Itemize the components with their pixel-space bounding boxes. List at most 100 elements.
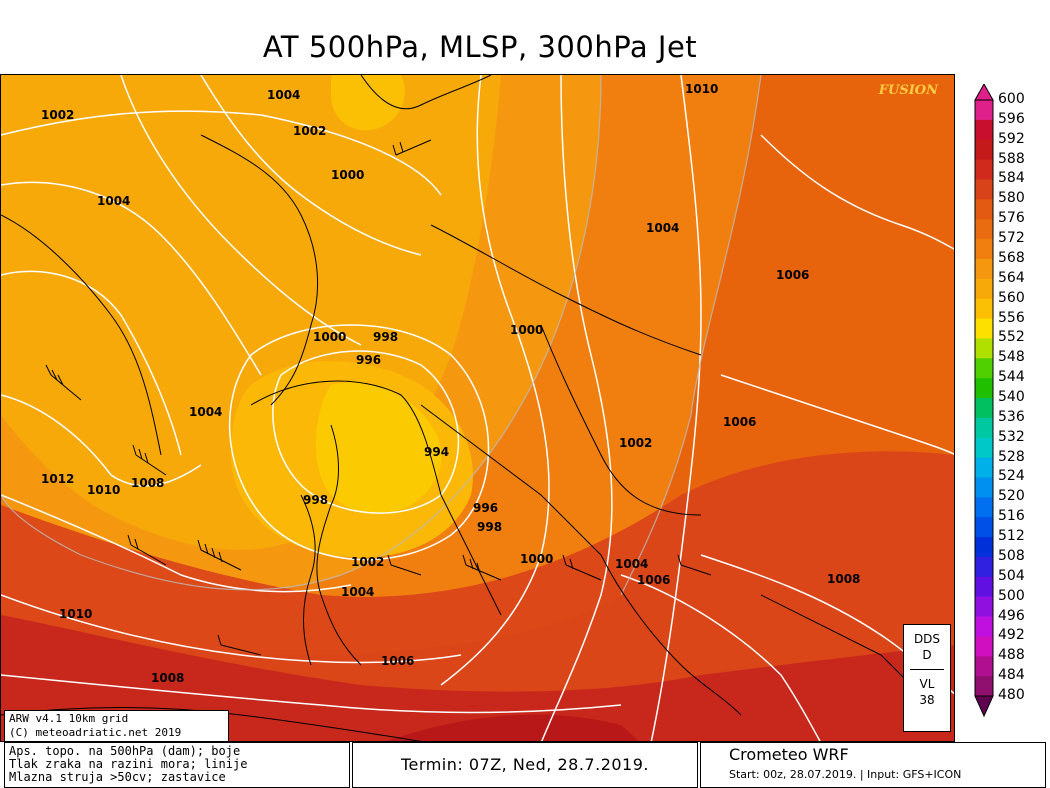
- footer-term: Termin: 07Z, Ned, 28.7.2019.: [352, 742, 698, 788]
- border: [430, 224, 702, 356]
- legend-label: 592: [998, 130, 1025, 147]
- map-canvas: 1002 1004 1002 1000 1004 1010 1004 1006 …: [1, 75, 954, 741]
- legend-swatch: [975, 537, 993, 558]
- isobar-label: 1004: [341, 585, 374, 599]
- isobar-line: [1, 674, 622, 714]
- legend-swatch: [975, 457, 993, 478]
- legend-label: 488: [998, 647, 1025, 664]
- legend-swatch: [975, 278, 993, 300]
- legend-swatch: [975, 318, 993, 339]
- isobar-label: 1006: [381, 654, 414, 668]
- isobar-label: 1006: [723, 415, 756, 429]
- legend-swatch: [975, 100, 993, 121]
- isobar-label: 1004: [615, 557, 648, 571]
- legend-swatch: [975, 517, 993, 538]
- isobar-label: 1000: [510, 323, 543, 337]
- legend-label: 480: [998, 687, 1025, 703]
- isobar-line: [620, 574, 821, 741]
- isobar-label: 1000: [520, 552, 553, 566]
- footer-model-name: Crometeo WRF: [729, 745, 849, 764]
- isobar-label: 1002: [619, 436, 652, 450]
- wind-barb: [392, 139, 432, 156]
- isobar-label: 1002: [351, 555, 384, 569]
- wind-barb: [462, 554, 502, 581]
- isobar-label: 998: [477, 520, 502, 534]
- isobar-label: 1004: [189, 405, 222, 419]
- legend-swatch: [975, 358, 993, 379]
- wind-barb: [562, 554, 602, 581]
- isobar-line: [1, 270, 182, 456]
- legend-label: 552: [998, 329, 1025, 346]
- legend-swatch: [975, 338, 993, 359]
- legend-label: 556: [998, 309, 1025, 326]
- footer: Aps. topo. na 500hPa (dam); boje Tlak zr…: [0, 742, 1050, 788]
- isobar-line: [1, 394, 202, 487]
- isobar-label: 1000: [313, 330, 346, 344]
- isobar-label: 998: [303, 493, 328, 507]
- legend-label: 536: [998, 408, 1025, 425]
- wind-barb: [127, 534, 167, 566]
- height-contour: [1, 75, 602, 591]
- legend-label: 572: [998, 230, 1025, 247]
- legend-label: 596: [998, 110, 1025, 127]
- model-info-box: ARW v4.1 10km grid (C) meteoadriatic.net…: [4, 710, 229, 742]
- height-contour: [620, 75, 762, 596]
- legend-arrow-top: [974, 84, 994, 101]
- footer-desc-line3: Mlazna struja >50cv; zastavice: [9, 770, 226, 784]
- legend-label: 540: [998, 389, 1025, 405]
- chart-title: AT 500hPa, MLSP, 300hPa Jet: [262, 30, 698, 64]
- legend-swatch: [975, 219, 993, 240]
- legend-label: 544: [998, 369, 1025, 386]
- weather-map: 1002 1004 1002 1000 1004 1010 1004 1006 …: [0, 74, 955, 742]
- legend-label: 484: [998, 667, 1025, 684]
- isobar-label: 1002: [293, 124, 326, 138]
- isobar-line: [541, 75, 613, 741]
- footer-model: Crometeo WRF Start: 00z, 28.07.2019. | I…: [700, 742, 1046, 788]
- isobar-label: 1002: [41, 108, 74, 122]
- border: [250, 380, 502, 616]
- isobar-label: 996: [356, 353, 381, 367]
- isobar-label: 1010: [685, 82, 718, 96]
- legend-label: 568: [998, 249, 1025, 266]
- legend-swatch: [975, 497, 993, 518]
- wind-barb: [387, 554, 422, 576]
- isobar-label: 1006: [776, 268, 809, 282]
- isobar-line: [1, 181, 262, 376]
- band-556: [316, 382, 442, 514]
- color-legend: 600 596 592 588 584 580 576 572 568 564 560 556 552 5…: [972, 84, 1050, 720]
- isobar-label: 1000: [331, 168, 364, 182]
- legend-swatch: [975, 119, 993, 141]
- legend-swatch: [975, 239, 993, 260]
- border: [540, 324, 702, 516]
- legend-swatch: [975, 298, 993, 320]
- legend-label: 528: [998, 448, 1025, 465]
- legend-label: 560: [998, 289, 1025, 306]
- legend-arrow-bottom: [974, 695, 994, 718]
- footer-desc-line1: Aps. topo. na 500hPa (dam); boje: [9, 744, 241, 758]
- isobar-label: 1008: [131, 476, 164, 490]
- isobar-lines: [1, 75, 954, 741]
- border: [300, 494, 316, 666]
- legend-swatch: [975, 616, 993, 637]
- legend-label: 600: [998, 91, 1025, 107]
- isobar-line: [720, 374, 954, 455]
- isobar-line: [440, 75, 550, 686]
- legend-label: 580: [998, 190, 1025, 207]
- wind-barb: [45, 364, 82, 401]
- legend-swatch: [975, 477, 993, 498]
- border: [1, 214, 162, 456]
- isobar-label: 1012: [41, 472, 74, 486]
- legend-label: 504: [998, 567, 1025, 584]
- model-info-line2: (C) meteoadriatic.net 2019: [9, 726, 182, 739]
- border: [1, 707, 422, 741]
- height-contours: [1, 75, 762, 596]
- isobar-label: 998: [373, 330, 398, 344]
- wind-barb: [132, 444, 167, 476]
- legend-label: 520: [998, 488, 1025, 505]
- isobar-labels: 1002 1004 1002 1000 1004 1010 1004 1006 …: [41, 82, 860, 685]
- border: [200, 134, 318, 406]
- isobar-line: [228, 324, 490, 561]
- legend-swatch: [975, 437, 993, 459]
- band-592: [386, 714, 639, 741]
- isobar-label: 994: [424, 445, 449, 459]
